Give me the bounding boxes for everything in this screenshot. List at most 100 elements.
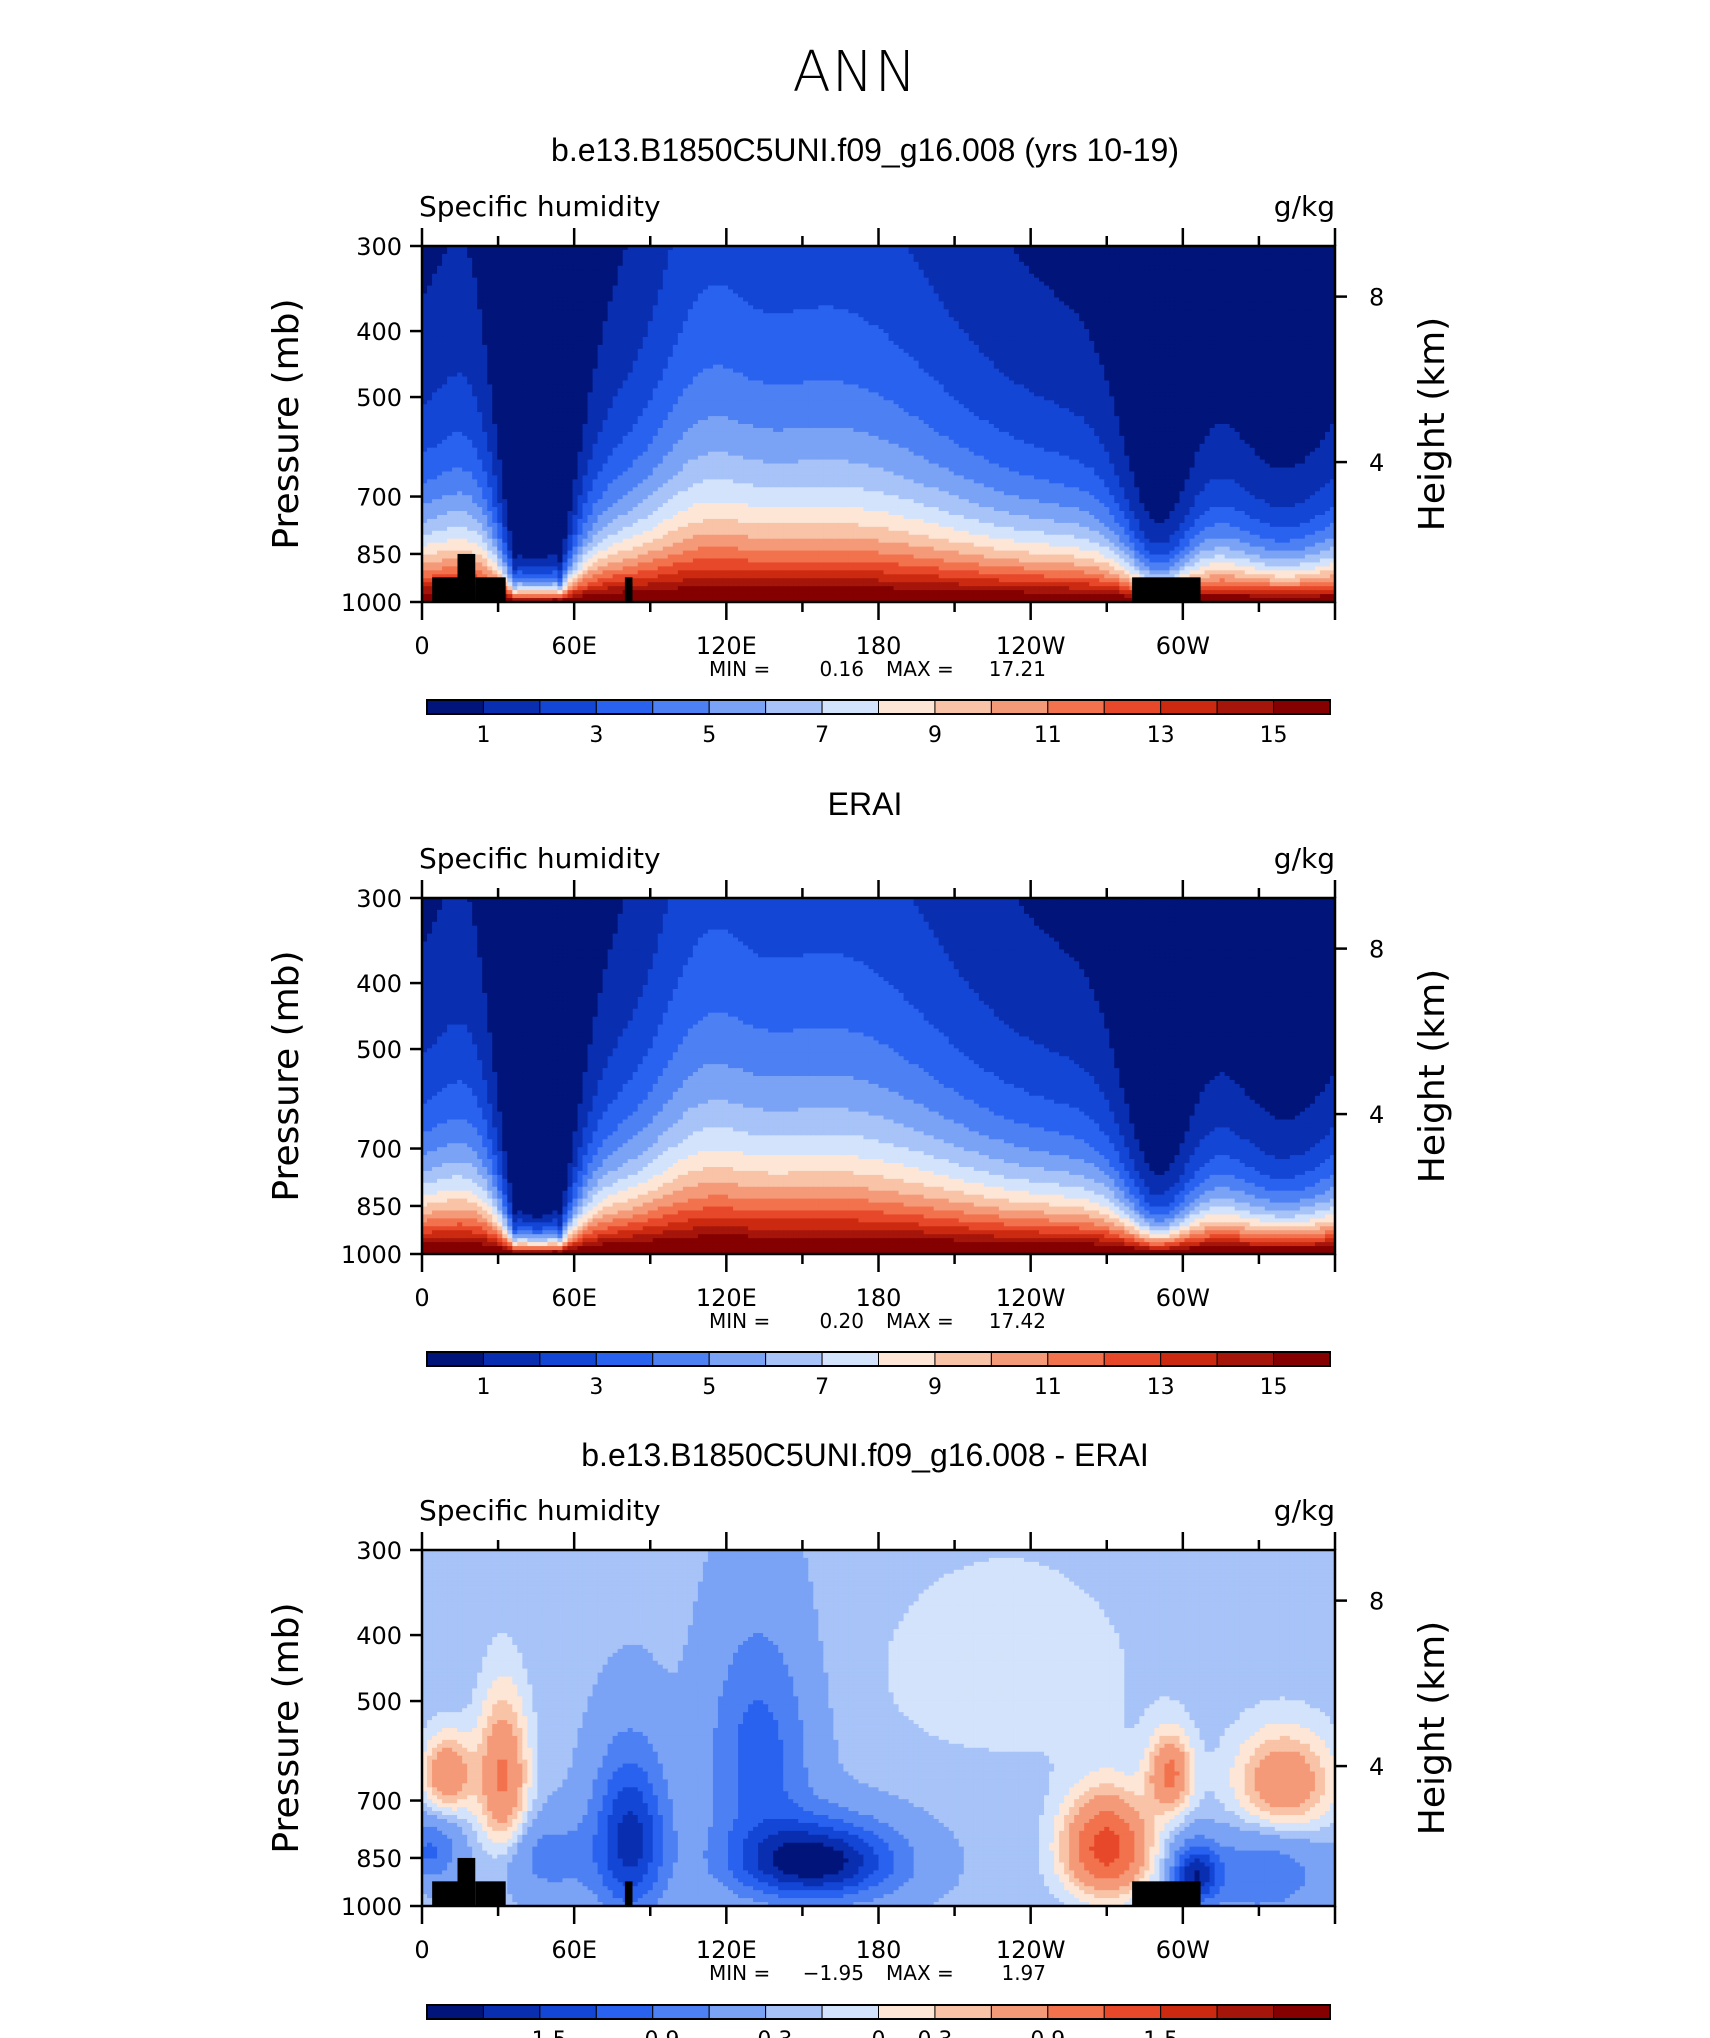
- field-cell: [1064, 250, 1070, 255]
- field-cell: [512, 266, 518, 271]
- field-cell: [914, 317, 920, 322]
- field-cell: [1245, 297, 1251, 302]
- field-cell: [1144, 293, 1150, 298]
- field-cell: [1094, 278, 1100, 283]
- field-cell: [868, 262, 874, 267]
- field-cell: [743, 262, 749, 267]
- field-cell: [753, 278, 759, 283]
- field-cell: [673, 278, 679, 283]
- field-cell: [934, 317, 940, 322]
- field-cell: [552, 297, 558, 302]
- field-cell: [959, 290, 965, 295]
- field-cell: [492, 293, 498, 298]
- field-cell: [633, 270, 639, 275]
- field-cell: [678, 258, 684, 263]
- field-cell: [1069, 254, 1075, 259]
- field-cell: [1124, 278, 1130, 283]
- field-cell: [678, 250, 684, 255]
- field-cell: [648, 278, 654, 283]
- field-cell: [462, 266, 468, 271]
- field-cell: [803, 290, 809, 295]
- field-cell: [868, 309, 874, 314]
- field-cell: [532, 290, 538, 295]
- field-cell: [452, 258, 458, 263]
- field-cell: [1059, 258, 1065, 263]
- field-cell: [884, 266, 890, 271]
- field-cell: [828, 301, 834, 306]
- field-cell: [1129, 282, 1135, 287]
- field-cell: [813, 266, 819, 271]
- field-cell: [658, 309, 664, 314]
- field-cell: [959, 266, 965, 271]
- field-cell: [984, 317, 990, 322]
- field-cell: [924, 270, 930, 275]
- field-cell: [522, 282, 528, 287]
- field-cell: [919, 278, 925, 283]
- field-cell: [1044, 286, 1050, 291]
- field-cell: [623, 270, 629, 275]
- field-cell: [628, 254, 634, 259]
- field-cell: [989, 297, 995, 302]
- field-cell: [743, 313, 749, 318]
- field-cell: [643, 286, 649, 291]
- field-cell: [1255, 282, 1261, 287]
- field-cell: [502, 278, 508, 283]
- field-cell: [889, 309, 895, 314]
- field-cell: [1290, 293, 1296, 298]
- field-cell: [1305, 286, 1311, 291]
- field-cell: [638, 293, 644, 298]
- field-cell: [873, 262, 879, 267]
- field-cell: [522, 286, 528, 291]
- field-cell: [507, 254, 513, 259]
- field-cell: [648, 301, 654, 306]
- field-cell: [1195, 250, 1201, 255]
- field-cell: [1164, 309, 1170, 314]
- field-cell: [838, 274, 844, 279]
- field-cell: [1220, 262, 1226, 267]
- field-cell: [1200, 293, 1206, 298]
- field-cell: [532, 313, 538, 318]
- field-cell: [1280, 250, 1286, 255]
- field-cell: [733, 317, 739, 322]
- field-cell: [623, 258, 629, 263]
- field-cell: [452, 282, 458, 287]
- field-cell: [949, 297, 955, 302]
- field-cell: [1134, 266, 1140, 271]
- field-cell: [803, 262, 809, 267]
- field-cell: [1099, 286, 1105, 291]
- field-cell: [447, 317, 453, 322]
- field-cell: [843, 262, 849, 267]
- field-cell: [1024, 290, 1030, 295]
- field-cell: [1154, 313, 1160, 318]
- field-cell: [497, 262, 503, 267]
- field-cell: [537, 297, 543, 302]
- field-cell: [663, 258, 669, 263]
- field-cell: [462, 270, 468, 275]
- field-cell: [673, 297, 679, 302]
- field-cell: [1290, 262, 1296, 267]
- field-cell: [858, 313, 864, 318]
- field-cell: [1255, 293, 1261, 298]
- field-cell: [848, 262, 854, 267]
- field-cell: [442, 258, 448, 263]
- field-cell: [522, 266, 528, 271]
- field-cell: [823, 262, 829, 267]
- field-cell: [1049, 274, 1055, 279]
- field-cell: [567, 301, 573, 306]
- field-cell: [1305, 313, 1311, 318]
- field-cell: [899, 317, 905, 322]
- field-cell: [648, 317, 654, 322]
- field-cell: [884, 258, 890, 263]
- field-cell: [1210, 266, 1216, 271]
- field-cell: [643, 278, 649, 283]
- field-cell: [1114, 297, 1120, 302]
- field-cell: [1089, 290, 1095, 295]
- field-cell: [482, 262, 488, 267]
- field-cell: [1250, 262, 1256, 267]
- field-cell: [894, 297, 900, 302]
- field-cell: [753, 254, 759, 259]
- field-cell: [914, 258, 920, 263]
- field-cell: [1094, 250, 1100, 255]
- field-cell: [427, 293, 433, 298]
- field-cell: [648, 297, 654, 302]
